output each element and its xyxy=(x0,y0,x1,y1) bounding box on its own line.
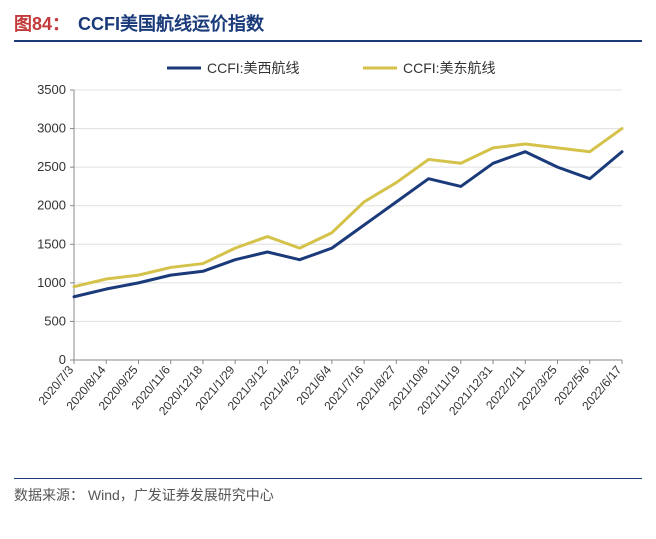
legend-label: CCFI:美西航线 xyxy=(207,60,300,76)
y-tick-label: 3000 xyxy=(37,121,66,136)
figure-number: 图84： xyxy=(14,10,70,36)
y-tick-label: 3500 xyxy=(37,82,66,97)
y-tick-label: 2000 xyxy=(37,198,66,213)
source-row: 数据来源： Wind，广发证券发展研究中心 xyxy=(14,478,642,505)
line-chart-svg: 05001000150020002500300035002020/7/32020… xyxy=(14,50,642,470)
source-value: Wind，广发证券发展研究中心 xyxy=(88,487,274,503)
y-tick-label: 1500 xyxy=(37,236,66,251)
chart-area: 05001000150020002500300035002020/7/32020… xyxy=(14,50,642,470)
source-label: 数据来源： xyxy=(14,487,84,503)
figure-container: 图84： CCFI美国航线运价指数 0500100015002000250030… xyxy=(0,0,656,539)
series-line xyxy=(74,152,622,297)
title-row: 图84： CCFI美国航线运价指数 xyxy=(14,10,642,42)
y-tick-label: 1000 xyxy=(37,275,66,290)
y-tick-label: 500 xyxy=(44,313,66,328)
legend-label: CCFI:美东航线 xyxy=(403,60,496,76)
series-line xyxy=(74,129,622,287)
figure-title: CCFI美国航线运价指数 xyxy=(78,10,264,36)
y-tick-label: 2500 xyxy=(37,159,66,174)
